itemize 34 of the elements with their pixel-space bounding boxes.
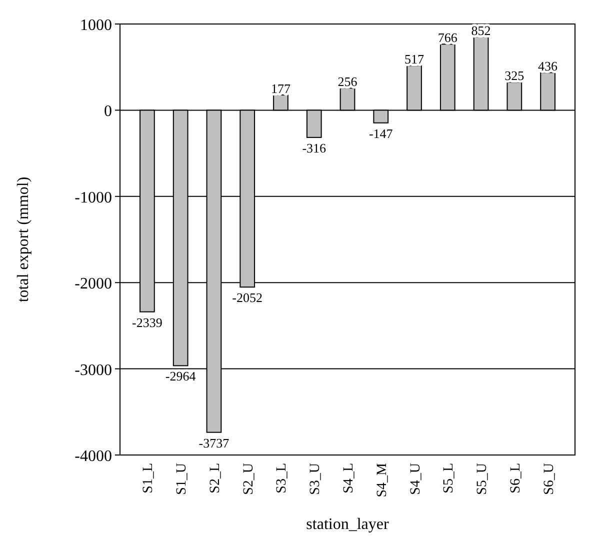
x-axis-title: station_layer	[306, 516, 390, 533]
data-label: -316	[302, 140, 327, 156]
data-label: -3737	[198, 435, 230, 450]
data-label: 852	[471, 22, 491, 38]
y-tick-label: 0	[104, 103, 112, 120]
x-tick-label: S1_U	[174, 463, 190, 495]
y-tick-label: -3000	[74, 362, 112, 379]
x-tick-label: S6_U	[542, 463, 557, 495]
x-tick-label: S4_M	[374, 462, 390, 498]
y-tick-label: -4000	[74, 448, 112, 465]
data-label: 256	[338, 74, 358, 90]
y-axis-title: total export (mmol)	[15, 176, 32, 302]
x-tick-label: S2_U	[241, 463, 256, 495]
x-tick-label: S5_L	[442, 463, 457, 494]
x-tick-label: S1_L	[141, 463, 156, 494]
x-tick-label: S3_U	[308, 463, 324, 495]
data-label: -2964	[165, 368, 196, 384]
data-label: 766	[438, 30, 458, 46]
y-tick-label: -1000	[74, 189, 112, 206]
y-tick-label: 1000	[80, 17, 112, 34]
data-label: 177	[270, 80, 291, 96]
x-tick-label: S4_U	[408, 463, 424, 495]
x-tick-label: S6_L	[508, 463, 524, 494]
data-label: -2052	[232, 290, 263, 306]
y-tick-label: -2000	[74, 276, 112, 293]
x-tick-label: S3_L	[274, 463, 290, 494]
data-label: 436	[538, 58, 558, 74]
data-label: -2339	[132, 314, 162, 330]
data-label: -147	[368, 126, 394, 141]
data-label: 325	[504, 68, 524, 84]
x-tick-label: S2_L	[208, 463, 223, 494]
data-label: 517	[404, 52, 425, 67]
x-tick-label: S5_U	[475, 463, 490, 495]
x-tick-label: S4_L	[342, 463, 356, 494]
